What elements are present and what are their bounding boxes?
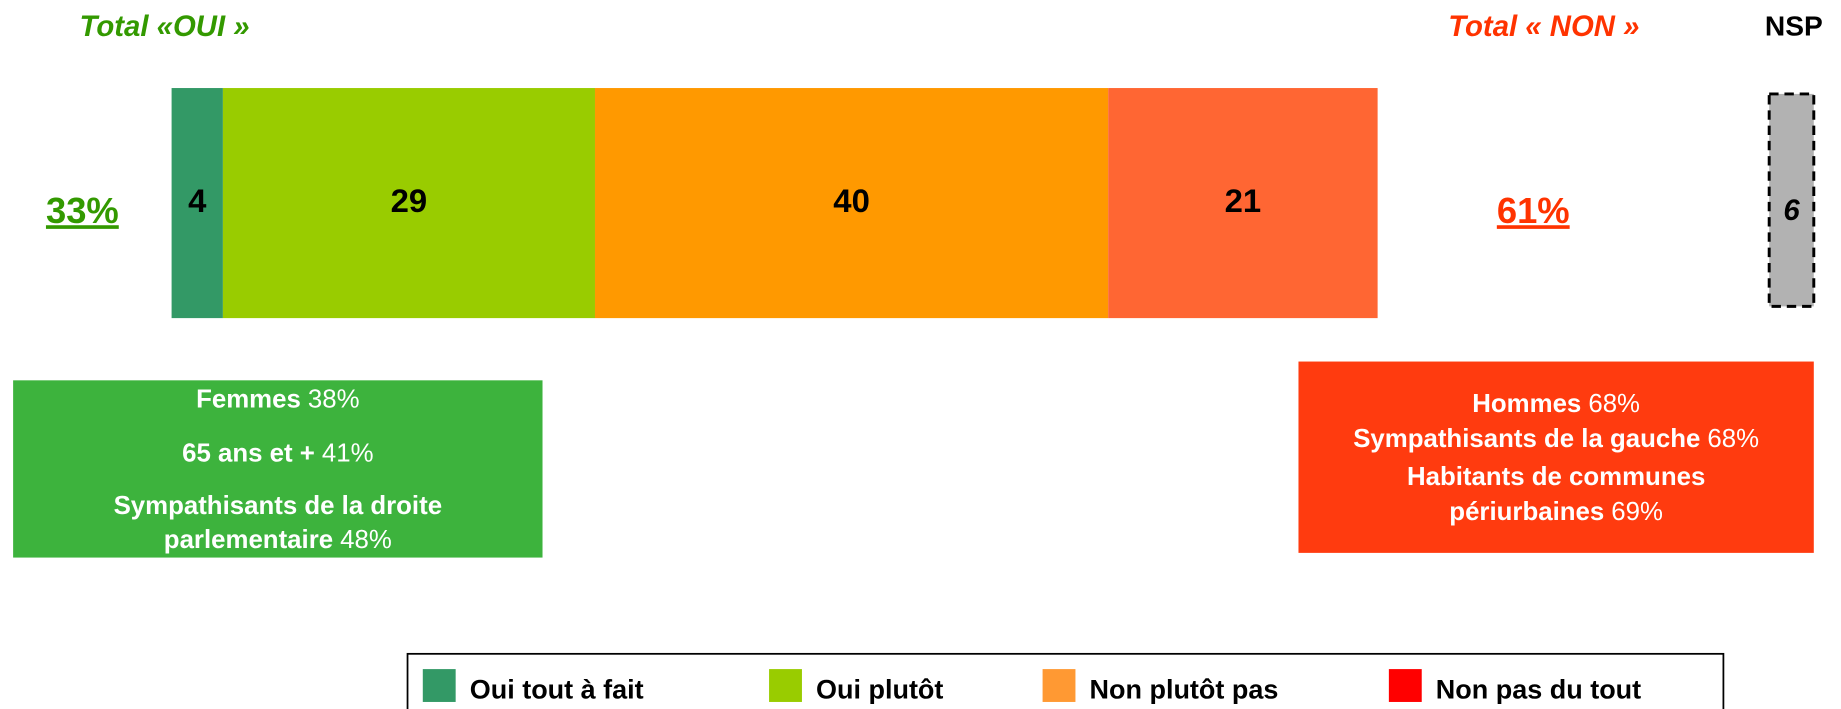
profile-box <box>1298 361 1814 553</box>
profile-text: Sympathisants de la gauche <box>1353 425 1700 453</box>
legend-label: Non pas du tout <box>1436 675 1641 705</box>
profile-text: 48% <box>340 526 392 554</box>
profile-text: Hommes <box>1472 390 1581 418</box>
profile-text: 41% <box>322 439 374 467</box>
bar-value-label: 29 <box>391 182 428 219</box>
total-title: Total « NON » <box>1448 10 1639 43</box>
legend-swatch <box>769 669 802 702</box>
bar-segment <box>222 88 595 319</box>
bar-segment <box>171 88 223 319</box>
profile-text: 65 ans et + <box>182 439 315 467</box>
profile-line: parlementaire 48% <box>164 526 392 554</box>
nsp-title: NSP <box>1765 10 1823 42</box>
profile-text: périurbaines <box>1449 498 1604 526</box>
profile-text: 68% <box>1588 390 1640 418</box>
legend-label: Oui tout à fait <box>470 675 644 705</box>
bar-value-label: 4 <box>188 182 207 219</box>
profile-text: 68% <box>1707 425 1759 453</box>
nsp-value-label: 6 <box>1783 194 1800 227</box>
legend-label: Oui plutôt <box>816 675 943 705</box>
profile-line: Habitants de communes <box>1407 463 1705 491</box>
profile-text: Sympathisants de la droite <box>114 492 442 520</box>
nsp-bar <box>1767 92 1816 308</box>
profile-text: 69% <box>1611 498 1663 526</box>
profile-text: Femmes <box>196 385 301 413</box>
bar-segment <box>594 88 1109 319</box>
legend-swatch <box>422 669 456 702</box>
bar-value-label: 40 <box>833 182 870 219</box>
profile-line: Hommes 68% <box>1472 390 1640 418</box>
profile-line: Sympathisants de la droite <box>114 492 442 520</box>
profile-text: 38% <box>308 385 360 413</box>
bar-value-label: 21 <box>1225 182 1262 219</box>
profile-box <box>13 380 543 558</box>
profile-text: Habitants de communes <box>1407 463 1705 491</box>
bar-segment <box>1108 88 1378 319</box>
legend-swatch <box>1042 669 1076 702</box>
profile-text: parlementaire <box>164 526 333 554</box>
total-value: 33% <box>46 190 119 231</box>
profile-line: Femmes 38% <box>196 385 360 413</box>
legend-label: Non plutôt pas <box>1090 675 1279 705</box>
profile-line: 65 ans et +41% <box>182 439 373 467</box>
total-value: 61% <box>1497 190 1570 231</box>
total-title: Total «OUI » <box>80 10 250 43</box>
profile-line: périurbaines 69% <box>1449 498 1663 526</box>
profile-line: Sympathisants de la gauche 68% <box>1353 425 1759 453</box>
legend-swatch <box>1388 669 1422 702</box>
